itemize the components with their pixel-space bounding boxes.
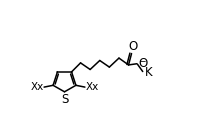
Text: O: O (128, 40, 137, 53)
Text: K: K (144, 66, 151, 79)
Text: O: O (137, 57, 146, 70)
Text: Xx: Xx (85, 82, 98, 92)
Text: S: S (61, 93, 68, 106)
Text: Xx: Xx (30, 82, 43, 92)
Text: −: − (137, 56, 145, 65)
